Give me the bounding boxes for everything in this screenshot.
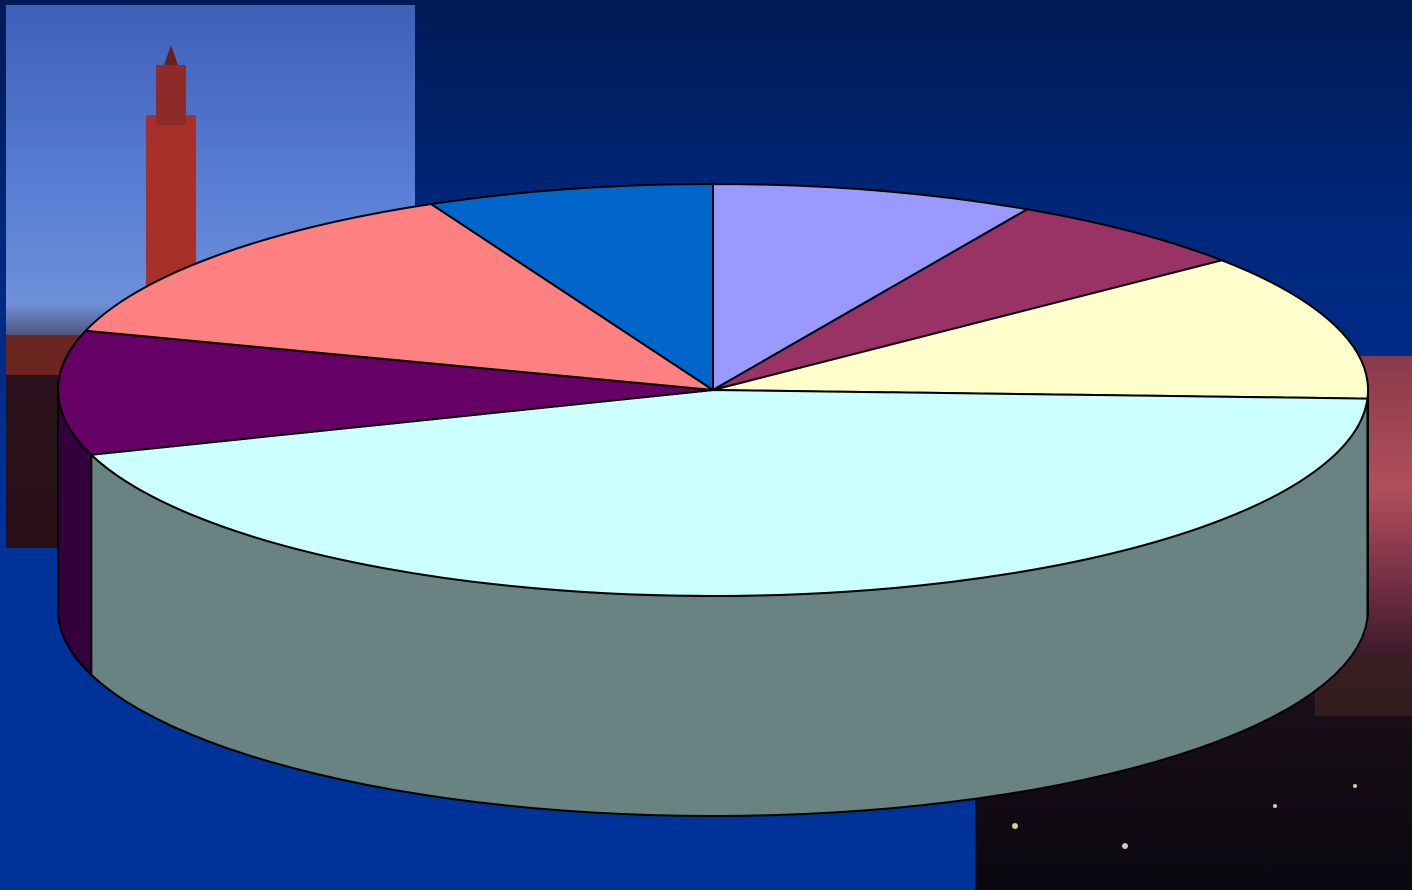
pie-slice-1 (712, 183, 1029, 391)
pie-slice-3 (712, 259, 1369, 400)
pie-slice-7 (430, 183, 714, 391)
pie-slice-6 (84, 203, 714, 391)
night-city-photo-art (1012, 656, 1412, 849)
pie-top (57, 183, 1369, 597)
pie-slice-4 (90, 389, 1369, 597)
pie-slice-5 (57, 329, 714, 456)
pie-slice-2 (712, 208, 1223, 391)
